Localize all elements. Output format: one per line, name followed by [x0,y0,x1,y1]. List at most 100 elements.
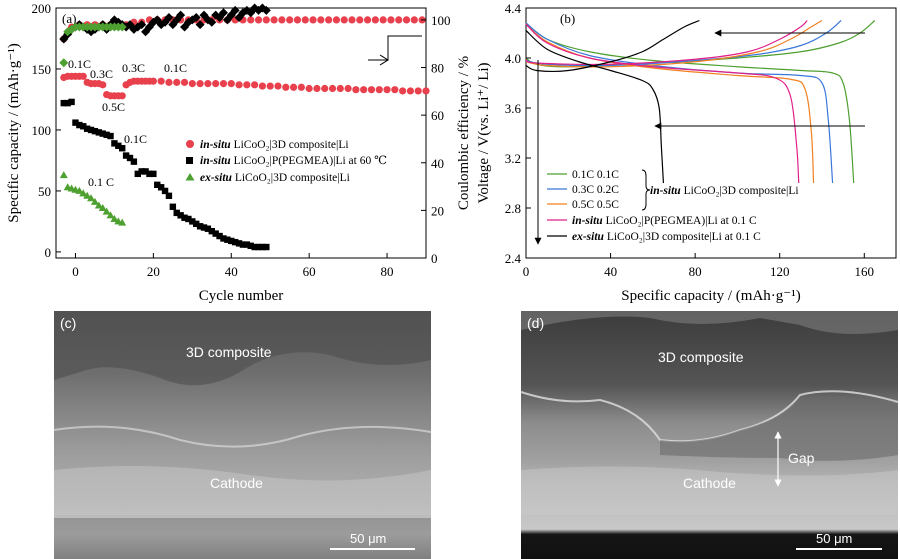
legend-marker-insitu [186,140,194,148]
legend-marker-peg [186,157,193,164]
a-series-4-point-5 [79,189,88,197]
a-series-1-point-26 [262,16,270,24]
a-series-0-point-34 [235,81,243,89]
a-series-4-point-11 [102,207,111,215]
a-series-2-point-40 [216,232,223,240]
b-series-4-discharge [525,30,665,184]
a-series-1-point-42 [387,16,395,24]
a-series-2-point-24 [154,181,161,189]
a-series-2-point-25 [157,184,165,191]
a-series-0-point-37 [258,82,267,90]
legend-a-1: in-situ LiCoO₂|P(PEGMEA)|Li at 60 ℃ [200,155,387,167]
b-series-2-discharge [525,23,815,184]
a-series-0-point-23 [149,77,157,85]
a-series-2-point-34 [193,220,200,228]
a-series-1-point-36 [340,16,348,24]
sem-d-composite-top [521,311,898,334]
b-series-3-discharge [525,23,800,184]
a-series-1-point-24 [247,16,255,24]
chart-b-panel-label: (b) [560,11,575,26]
a-series-0-point-24 [157,77,165,85]
a-series-2-point-7 [87,126,95,134]
a-series-0-point-33 [227,80,235,88]
a-series-2-point-5 [80,123,87,130]
a-series-2-point-31 [181,214,188,221]
a-ytick-label-3: 150 [32,62,52,77]
a-series-0-point-58 [422,87,430,95]
a-series-0-point-42 [297,83,305,91]
b-xtick-label-0: 0 [523,264,530,279]
a-series-1-point-44 [402,16,411,24]
a-series-2-point-50 [255,243,262,251]
a-series-1-point-37 [348,16,356,24]
a-series-0-point-40 [282,83,290,91]
sem-c-interface [53,425,432,448]
a-series-2-point-47 [243,241,251,248]
annotation-0-3c-a: 0.3C [90,67,113,81]
a-series-1-point-40 [371,16,379,24]
a-series-2-point-16 [122,152,130,159]
sem-c-cathode-label: Cathode [210,475,263,491]
a-series-3-point-41 [218,8,228,18]
a-xtick-label-1: 20 [147,264,160,279]
a-series-2-point-28 [169,203,177,210]
a-series-0-point-56 [406,87,415,95]
a-ytick-right-label-3: 60 [431,108,444,123]
annotation-0-1c-peg: 0.1C [124,132,147,146]
a-series-0-point-43 [305,84,313,93]
a-series-1-point-32 [309,16,317,24]
a-series-0-point-54 [391,86,399,94]
a-series-1-point-45 [410,16,418,24]
a-series-2-point-12 [107,132,114,140]
right-axis-arrow-head [379,54,389,66]
a-series-2-point-43 [228,237,235,245]
a-series-4-point-10 [98,204,107,211]
chart-b-frame [525,7,897,259]
a-series-2-point-29 [173,209,180,217]
a-series-0-point-26 [173,78,181,86]
a-series-1-point-31 [301,16,309,24]
a-series-2-point-22 [146,170,153,178]
b-xtick-label-3: 120 [770,264,790,279]
a-series-0-point-46 [328,84,337,93]
b-ytick-label-5: 4.4 [505,1,522,16]
a-series-2-point-14 [115,142,122,150]
sem-d-cathode-label: Cathode [683,475,736,491]
a-series-2-point-39 [212,230,219,237]
sem-c-base [54,518,431,559]
a-series-4-point-7 [87,194,96,202]
chart-a-legend: in-situ LiCoO₂|3D composite|Li in-situ L… [185,139,387,184]
chart-b-ylabel: Voltage / V(vs. Li⁺/ Li) [476,62,492,203]
a-series-0-point-39 [274,82,282,90]
a-series-0-point-53 [383,86,391,94]
b-ytick-label-1: 2.8 [505,201,521,216]
a-series-0-point-38 [266,82,274,90]
a-series-1-point-27 [270,16,278,24]
chart-a-panel-label: (a) [62,11,76,26]
a-series-2-point-26 [161,187,169,195]
a-series-0-point-47 [336,84,344,93]
a-series-0-point-57 [414,87,422,95]
a-series-2-point-19 [134,170,141,178]
a-ytick-right-label-0: 0 [431,251,438,266]
a-series-0-point-28 [188,80,196,88]
a-series-3-point-38 [207,17,217,27]
a-series-2-point-44 [231,238,239,246]
legend-a-0: in-situ LiCoO₂|3D composite|Li [200,139,349,151]
a-series-2-point-17 [126,154,134,162]
a-series-0-point-44 [313,84,321,93]
a-series-3-point-34 [191,13,201,23]
sem-c-cathode-texture [54,466,431,515]
a-series-2-point-0 [60,99,67,107]
a-series-0-point-36 [251,81,259,89]
a-series-4-point-4 [75,186,84,194]
sem-d-scale-label: 50 μm [816,531,852,546]
legend-b-0: 0.1C 0.1C [572,169,619,181]
a-xtick-label-3: 60 [303,264,316,279]
a-series-5-point-15 [117,22,127,32]
a-series-1-point-38 [356,16,364,24]
a-ytick-right-label-4: 80 [431,61,444,76]
a-series-2-point-11 [103,131,110,139]
sem-image-d: (d) 3D composite Cathode Gap 50 μm [520,311,899,559]
a-series-0-point-55 [399,87,407,95]
